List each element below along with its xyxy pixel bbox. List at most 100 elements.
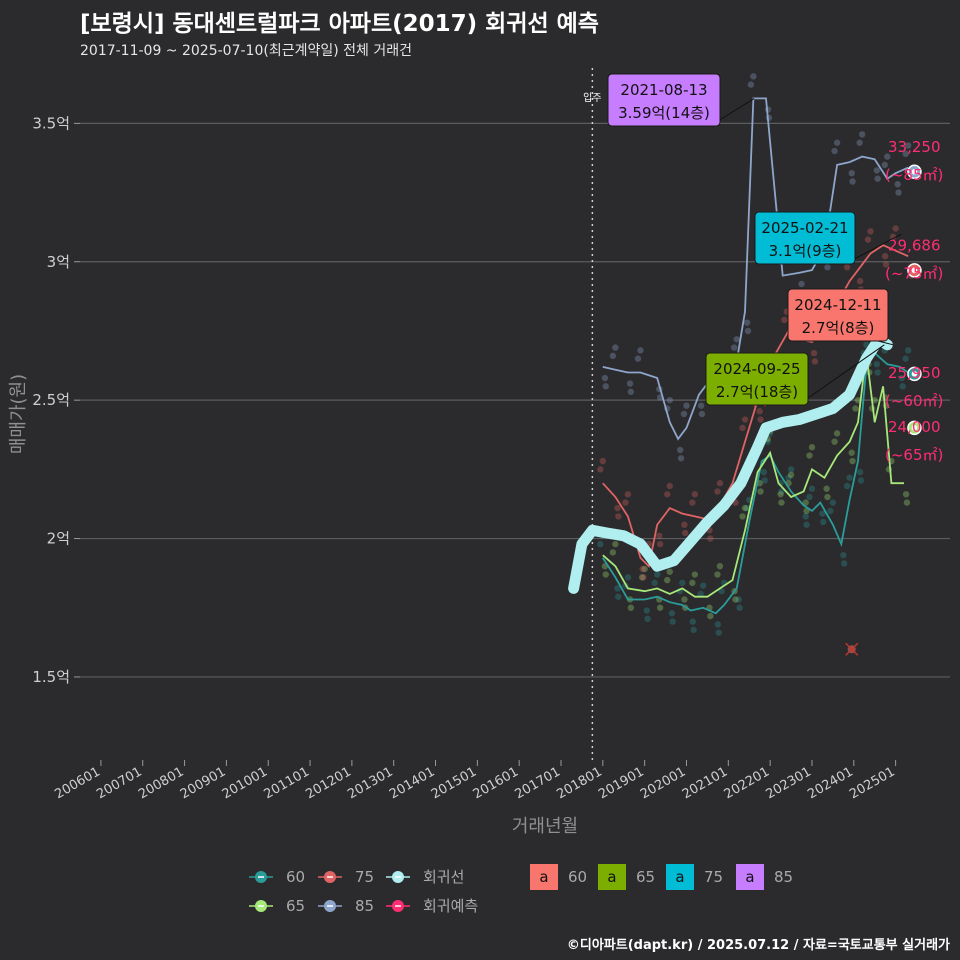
annotation-date: 2024-12-11 [794,296,881,314]
scatter-point-65 [638,574,646,581]
scatter-point-75 [597,466,604,473]
scatter-point-85 [831,147,838,155]
prediction-point-center [911,425,918,431]
scatter-point-85 [677,446,684,454]
scatter-point-75 [781,316,788,324]
scatter-point-65 [852,405,859,412]
scatter-point-85 [666,396,673,404]
x-tick-label: 201501 [429,764,479,802]
legend-label-box-85 [736,864,764,890]
scatter-point-60 [690,626,697,634]
scatter-point-65 [824,493,831,501]
scatter-point-85 [601,374,609,382]
scatter-point-85 [849,178,856,185]
scatter-point-85 [609,352,617,360]
scatter-point-60 [820,518,827,526]
legend-label-text-85: 85 [774,868,793,886]
scatter-point-60 [697,590,704,598]
scatter-point-60 [718,587,725,595]
scatter-point-60 [829,499,837,506]
scatter-point-60 [857,477,865,484]
prediction-value-65: 24,000 [888,418,941,436]
prediction-point-center [911,267,918,274]
scatter-point-60 [840,551,847,559]
annotation-box [754,211,856,265]
annotation-date: 2024-09-25 [713,360,800,378]
scatter-point-60 [806,493,813,501]
scatter-point-60 [843,482,851,490]
scatter-point-65 [831,438,838,445]
scatter-point-75 [614,504,621,512]
y-tick-label: 2억 [47,530,70,548]
scatter-point-85 [894,181,901,188]
prediction-value-75: 29,686 [888,236,941,254]
scatter-point-60 [615,593,622,600]
legend-prediction-label: 회귀예측 [423,897,478,915]
scatter-point-65 [732,596,739,603]
scatter-point-60 [899,383,906,390]
annotation-date: 2021-08-13 [620,81,707,99]
scatter-point-85 [747,81,755,88]
scatter-point-60 [840,560,848,567]
prediction-value-85: 33,250 [888,138,941,156]
x-tick-label: 202001 [638,764,688,802]
scatter-point-65 [778,499,785,506]
annotation-value: 2.7억(8층) [802,319,875,337]
prediction-point-center [911,371,918,377]
legend-label-box-60 [530,864,558,890]
annotation-date: 2025-02-21 [761,219,848,237]
scatter-point-60 [700,582,707,589]
annotation-value: 3.59억(14층) [618,104,710,122]
x-tick-label: 202201 [722,764,772,802]
legend-label-glyph: a [539,868,548,886]
scatter-point-85 [874,175,881,182]
scatter-point-85 [602,383,609,390]
x-tick-label: 202301 [763,764,813,802]
scatter-point-85 [743,319,751,326]
scatter-point-75 [656,540,664,548]
scatter-point-85 [750,73,757,80]
scatter-point-85 [733,336,740,343]
scatter-point-75 [741,416,749,423]
scatter-point-75 [640,574,647,581]
scatter-point-65 [777,491,784,498]
scatter-point-60 [846,474,853,481]
x-tick-label: 202101 [680,764,730,802]
cross-marker-x [845,642,859,656]
legend-area-75-label: 75 [355,868,374,886]
x-tick-label: 202401 [805,764,855,802]
annotation-value: 2.7억(18층) [716,383,798,401]
source-caption: ©디아파트(dapt.kr) / 2025.07.12 / 자료=국토교통부 실… [566,938,950,953]
prediction-value-60: 25,950 [888,364,941,382]
scatter-point-75 [889,233,897,241]
trend-line [568,333,893,594]
scatter-point-85 [858,131,866,138]
scatter-point-60 [787,466,795,473]
scatter-point-75 [716,480,724,487]
scatter-point-85 [698,410,706,418]
scatter-point-75 [843,264,851,271]
prediction-area-60: (~60㎡) [885,392,943,410]
scatter-point-75 [892,225,899,232]
scatter-point-75 [881,253,889,260]
legend-label-glyph: a [745,868,754,886]
scatter-point-65 [656,604,664,611]
y-axis-title: 매매가(원) [8,374,29,454]
scatter-point-60 [736,604,743,611]
scatter-point-60 [654,571,661,578]
scatter-point-75 [656,532,663,539]
scatter-point-60 [802,513,809,520]
legend-area-60-label: 60 [286,868,305,886]
y-tick-label: 2.5억 [32,391,70,409]
scatter-point-85 [833,139,841,146]
scatter-point-60 [651,579,658,587]
move-in-label: 입주 [583,91,601,104]
scatter-point-65 [823,485,830,492]
scatter-point-60 [873,360,881,368]
scatter-point-75 [622,499,629,506]
chart-subtitle: 2017-11-09 ~ 2025-07-10(최근계약일) 전체 거래건 [80,43,412,59]
scatter-point-60 [624,574,632,581]
scatter-point-85 [730,344,738,351]
scatter-point-65 [802,499,809,506]
scatter-point-75 [856,277,864,285]
